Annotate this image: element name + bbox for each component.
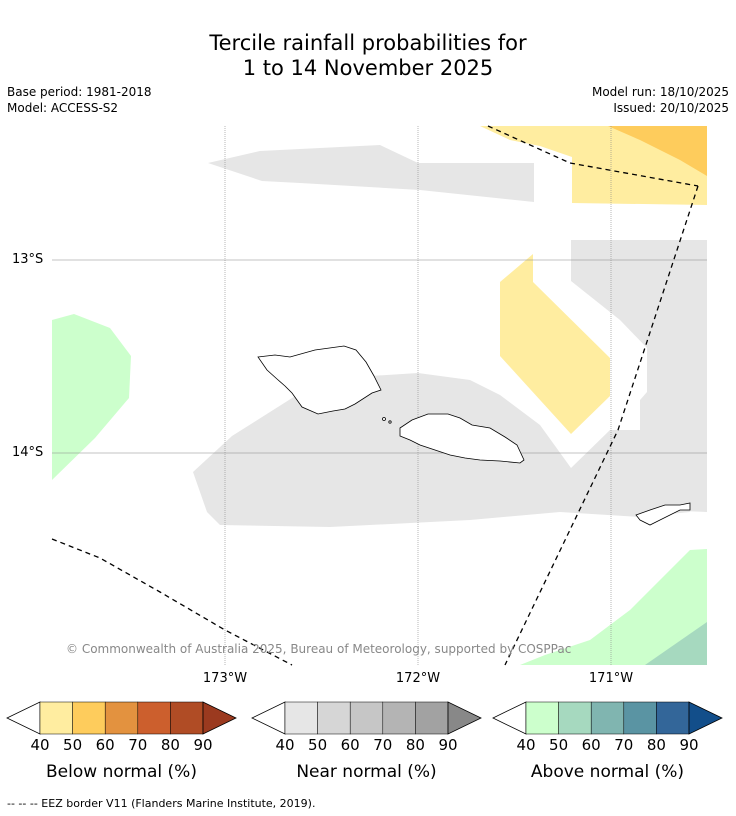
model-name: Model: ACCESS-S2 xyxy=(7,101,119,115)
manono-island xyxy=(382,417,386,421)
lat-label-13s: 13°S xyxy=(12,252,44,267)
below-normal-region-center xyxy=(500,254,610,434)
colorbar-min-arrow xyxy=(6,701,41,735)
colorbar-title: Below normal (%) xyxy=(46,762,197,782)
colorbar-min-arrow xyxy=(492,701,527,735)
above-normal-region-west xyxy=(52,314,131,480)
colorbar-tick-label: 70 xyxy=(128,736,148,754)
eez-border xyxy=(51,125,699,666)
colorbar-title: Near normal (%) xyxy=(296,762,437,782)
colorbar-2 xyxy=(492,701,723,735)
savaii-island xyxy=(257,345,382,415)
colorbar-tick-label: 80 xyxy=(646,736,666,754)
apolima-island xyxy=(388,420,392,424)
colorbar-cell xyxy=(415,701,449,735)
gridlines xyxy=(52,126,707,665)
colorbar-cell xyxy=(623,701,657,735)
below-normal-region-north-dark xyxy=(608,126,707,176)
colorbar-tick-label: 40 xyxy=(30,736,50,754)
colorbar-cell xyxy=(39,701,73,735)
upolu-island xyxy=(399,413,525,464)
issued-date: Issued: 20/10/2025 xyxy=(613,101,729,115)
meta-left: Base period: 1981-2018 Model: ACCESS-S2 xyxy=(7,84,152,116)
colorbar-min-arrow xyxy=(251,701,286,735)
lon-label-171w: 171°W xyxy=(588,671,634,686)
near-normal-region-north xyxy=(208,145,534,202)
colorbar-tick-label: 90 xyxy=(193,736,213,754)
colorbar-tick-label: 60 xyxy=(95,736,115,754)
colorbar-tick-label: 70 xyxy=(373,736,393,754)
colorbar-max-arrow xyxy=(688,701,723,735)
lon-label-172w: 172°W xyxy=(395,671,441,686)
colorbar-tick-label: 90 xyxy=(438,736,458,754)
colorbar-cell xyxy=(590,701,625,735)
below-normal-region-north xyxy=(480,126,707,205)
near-normal-region-east xyxy=(571,240,707,512)
colorbar-cell xyxy=(525,701,559,735)
meta-right: Model run: 18/10/2025 Issued: 20/10/2025 xyxy=(592,84,729,116)
colorbar-cell xyxy=(382,701,416,735)
colorbar-tick-label: 60 xyxy=(340,736,360,754)
colorbar-cell xyxy=(656,701,690,735)
title-line-1: Tercile rainfall probabilities for xyxy=(209,31,527,55)
eez-footer-note: -- -- -- EEZ border V11 (Flanders Marine… xyxy=(7,797,316,810)
colorbar-cell xyxy=(170,701,204,735)
model-run: Model run: 18/10/2025 xyxy=(591,85,729,99)
colorbars xyxy=(6,701,723,735)
copyright-notice: © Commonwealth of Australia 2025, Bureau… xyxy=(66,642,572,656)
colorbar-cell xyxy=(72,701,106,735)
map-title: Tercile rainfall probabilities for 1 to … xyxy=(0,31,736,81)
title-line-2: 1 to 14 November 2025 xyxy=(242,56,494,80)
colorbar-cell xyxy=(284,701,318,735)
colorbar-cell xyxy=(558,701,592,735)
colorbar-tick-label: 80 xyxy=(160,736,180,754)
samoa-islands xyxy=(257,345,691,526)
colorbar-0 xyxy=(6,701,237,735)
colorbar-max-arrow xyxy=(447,701,482,735)
colorbar-title: Above normal (%) xyxy=(530,762,685,782)
tutuila-island xyxy=(635,502,691,526)
colorbar-tick-label: 40 xyxy=(516,736,536,754)
colorbar-cell xyxy=(137,701,171,735)
colorbar-tick-label: 70 xyxy=(614,736,634,754)
colorbar-tick-label: 60 xyxy=(581,736,601,754)
colorbar-tick-label: 50 xyxy=(63,736,83,754)
colorbar-tick-label: 40 xyxy=(275,736,295,754)
above-normal-region-south xyxy=(520,549,707,665)
probability-regions xyxy=(52,126,707,665)
colorbar-max-arrow xyxy=(202,701,237,735)
colorbar-cell xyxy=(317,701,351,735)
colorbar-tick-label: 50 xyxy=(308,736,328,754)
colorbar-tick-label: 90 xyxy=(679,736,699,754)
above-normal-region-south-dark xyxy=(645,622,707,665)
colorbar-tick-label: 50 xyxy=(549,736,569,754)
colorbar-tick-label: 80 xyxy=(405,736,425,754)
base-period: Base period: 1981-2018 xyxy=(7,85,152,99)
lat-label-14s: 14°S xyxy=(12,445,44,460)
lon-label-173w: 173°W xyxy=(202,671,248,686)
colorbar-cell xyxy=(104,701,139,735)
colorbar-1 xyxy=(251,701,482,735)
colorbar-cell xyxy=(349,701,384,735)
